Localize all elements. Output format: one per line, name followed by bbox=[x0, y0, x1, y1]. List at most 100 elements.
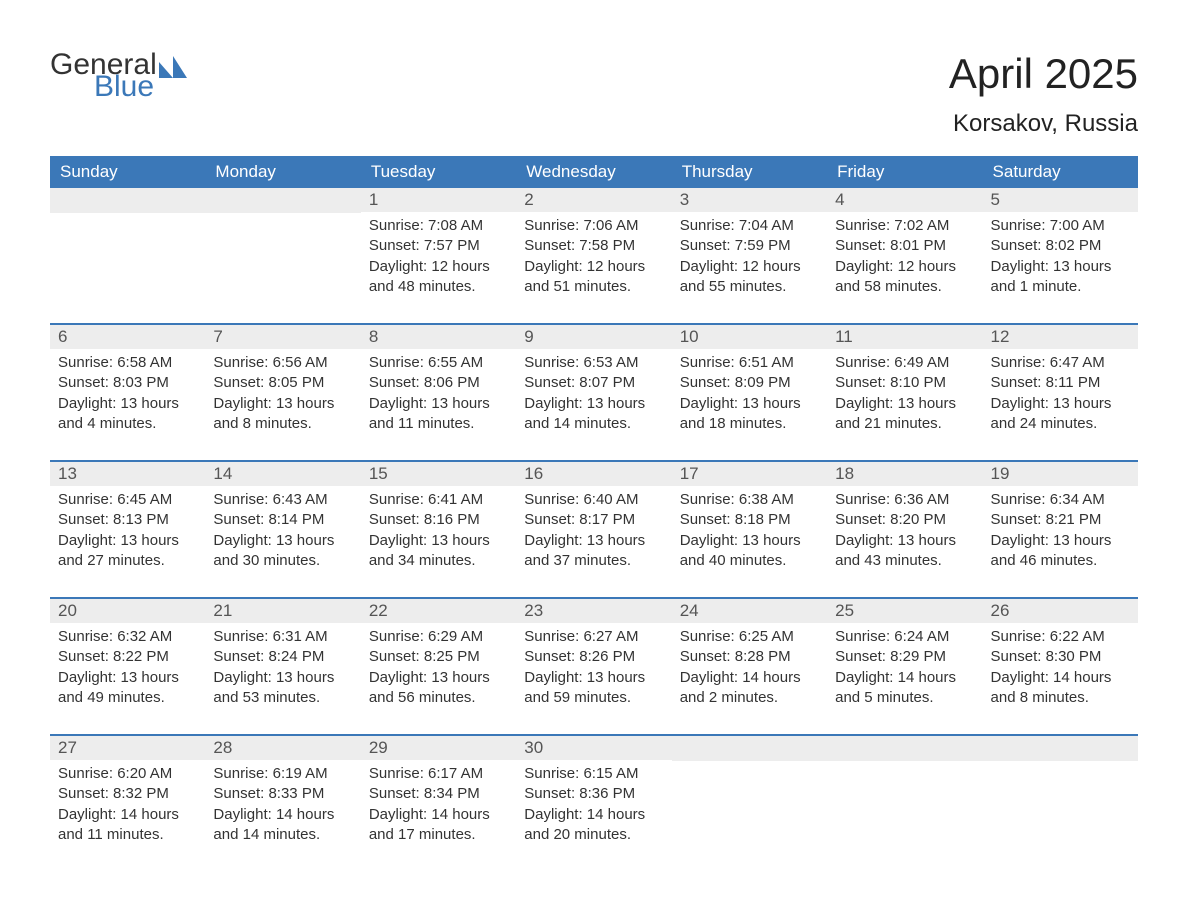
day-number: 5 bbox=[983, 188, 1138, 212]
weekday-header: Thursday bbox=[672, 156, 827, 188]
sunrise-text: Sunrise: 7:00 AM bbox=[991, 216, 1130, 236]
day-number: 1 bbox=[361, 188, 516, 212]
day-body: Sunrise: 6:31 AMSunset: 8:24 PMDaylight:… bbox=[205, 623, 360, 708]
day-cell: 26Sunrise: 6:22 AMSunset: 8:30 PMDayligh… bbox=[983, 598, 1138, 735]
day-cell: 24Sunrise: 6:25 AMSunset: 8:28 PMDayligh… bbox=[672, 598, 827, 735]
daylight-text: Daylight: 12 hours and 48 minutes. bbox=[369, 257, 508, 298]
sunset-text: Sunset: 8:17 PM bbox=[524, 510, 663, 530]
day-body: Sunrise: 6:20 AMSunset: 8:32 PMDaylight:… bbox=[50, 760, 205, 845]
weekday-header: Sunday bbox=[50, 156, 205, 188]
sunrise-text: Sunrise: 6:55 AM bbox=[369, 353, 508, 373]
sunset-text: Sunset: 8:14 PM bbox=[213, 510, 352, 530]
week-row: 20Sunrise: 6:32 AMSunset: 8:22 PMDayligh… bbox=[50, 598, 1138, 735]
day-number: 9 bbox=[516, 325, 671, 349]
title-block: April 2025 Korsakov, Russia bbox=[949, 50, 1138, 138]
logo: General Blue bbox=[50, 50, 187, 102]
sunrise-text: Sunrise: 6:51 AM bbox=[680, 353, 819, 373]
sunset-text: Sunset: 7:58 PM bbox=[524, 236, 663, 256]
week-row: 13Sunrise: 6:45 AMSunset: 8:13 PMDayligh… bbox=[50, 461, 1138, 598]
day-cell: 23Sunrise: 6:27 AMSunset: 8:26 PMDayligh… bbox=[516, 598, 671, 735]
day-cell bbox=[205, 188, 360, 324]
sunrise-text: Sunrise: 6:17 AM bbox=[369, 764, 508, 784]
sunrise-text: Sunrise: 6:25 AM bbox=[680, 627, 819, 647]
daylight-text: Daylight: 13 hours and 4 minutes. bbox=[58, 394, 197, 435]
sunrise-text: Sunrise: 6:45 AM bbox=[58, 490, 197, 510]
daylight-text: Daylight: 13 hours and 21 minutes. bbox=[835, 394, 974, 435]
sunrise-text: Sunrise: 6:36 AM bbox=[835, 490, 974, 510]
day-body: Sunrise: 7:00 AMSunset: 8:02 PMDaylight:… bbox=[983, 212, 1138, 297]
day-cell bbox=[672, 735, 827, 871]
sunrise-text: Sunrise: 6:41 AM bbox=[369, 490, 508, 510]
sunrise-text: Sunrise: 6:53 AM bbox=[524, 353, 663, 373]
daylight-text: Daylight: 13 hours and 56 minutes. bbox=[369, 668, 508, 709]
sunrise-text: Sunrise: 7:08 AM bbox=[369, 216, 508, 236]
day-body: Sunrise: 6:22 AMSunset: 8:30 PMDaylight:… bbox=[983, 623, 1138, 708]
sunset-text: Sunset: 8:33 PM bbox=[213, 784, 352, 804]
day-number: 14 bbox=[205, 462, 360, 486]
month-title: April 2025 bbox=[949, 50, 1138, 98]
day-body: Sunrise: 7:08 AMSunset: 7:57 PMDaylight:… bbox=[361, 212, 516, 297]
sunset-text: Sunset: 8:36 PM bbox=[524, 784, 663, 804]
day-body: Sunrise: 6:36 AMSunset: 8:20 PMDaylight:… bbox=[827, 486, 982, 571]
day-cell: 14Sunrise: 6:43 AMSunset: 8:14 PMDayligh… bbox=[205, 461, 360, 598]
day-body: Sunrise: 6:29 AMSunset: 8:25 PMDaylight:… bbox=[361, 623, 516, 708]
day-body: Sunrise: 6:56 AMSunset: 8:05 PMDaylight:… bbox=[205, 349, 360, 434]
sunrise-text: Sunrise: 6:34 AM bbox=[991, 490, 1130, 510]
day-number: 30 bbox=[516, 736, 671, 760]
empty-day-num bbox=[827, 736, 982, 761]
sunset-text: Sunset: 8:10 PM bbox=[835, 373, 974, 393]
day-cell: 6Sunrise: 6:58 AMSunset: 8:03 PMDaylight… bbox=[50, 324, 205, 461]
sunset-text: Sunset: 8:20 PM bbox=[835, 510, 974, 530]
sunrise-text: Sunrise: 7:04 AM bbox=[680, 216, 819, 236]
day-number: 29 bbox=[361, 736, 516, 760]
day-body: Sunrise: 6:47 AMSunset: 8:11 PMDaylight:… bbox=[983, 349, 1138, 434]
day-body: Sunrise: 6:34 AMSunset: 8:21 PMDaylight:… bbox=[983, 486, 1138, 571]
day-body: Sunrise: 6:41 AMSunset: 8:16 PMDaylight:… bbox=[361, 486, 516, 571]
sunset-text: Sunset: 8:22 PM bbox=[58, 647, 197, 667]
sunrise-text: Sunrise: 6:32 AM bbox=[58, 627, 197, 647]
sunrise-text: Sunrise: 6:22 AM bbox=[991, 627, 1130, 647]
day-body: Sunrise: 6:49 AMSunset: 8:10 PMDaylight:… bbox=[827, 349, 982, 434]
day-body: Sunrise: 6:27 AMSunset: 8:26 PMDaylight:… bbox=[516, 623, 671, 708]
empty-day-num bbox=[672, 736, 827, 761]
logo-blue: Blue bbox=[94, 72, 187, 102]
day-number: 7 bbox=[205, 325, 360, 349]
day-cell: 11Sunrise: 6:49 AMSunset: 8:10 PMDayligh… bbox=[827, 324, 982, 461]
daylight-text: Daylight: 14 hours and 11 minutes. bbox=[58, 805, 197, 846]
day-body: Sunrise: 6:19 AMSunset: 8:33 PMDaylight:… bbox=[205, 760, 360, 845]
sunrise-text: Sunrise: 6:49 AM bbox=[835, 353, 974, 373]
sunset-text: Sunset: 8:25 PM bbox=[369, 647, 508, 667]
day-body: Sunrise: 6:15 AMSunset: 8:36 PMDaylight:… bbox=[516, 760, 671, 845]
sunrise-text: Sunrise: 6:19 AM bbox=[213, 764, 352, 784]
sunset-text: Sunset: 8:16 PM bbox=[369, 510, 508, 530]
sunrise-text: Sunrise: 6:47 AM bbox=[991, 353, 1130, 373]
day-cell: 25Sunrise: 6:24 AMSunset: 8:29 PMDayligh… bbox=[827, 598, 982, 735]
day-cell: 4Sunrise: 7:02 AMSunset: 8:01 PMDaylight… bbox=[827, 188, 982, 324]
empty-day-num bbox=[205, 188, 360, 213]
daylight-text: Daylight: 13 hours and 43 minutes. bbox=[835, 531, 974, 572]
day-number: 19 bbox=[983, 462, 1138, 486]
sunset-text: Sunset: 8:24 PM bbox=[213, 647, 352, 667]
day-number: 23 bbox=[516, 599, 671, 623]
day-cell: 21Sunrise: 6:31 AMSunset: 8:24 PMDayligh… bbox=[205, 598, 360, 735]
sunrise-text: Sunrise: 6:27 AM bbox=[524, 627, 663, 647]
weekday-header: Friday bbox=[827, 156, 982, 188]
sunrise-text: Sunrise: 6:29 AM bbox=[369, 627, 508, 647]
day-cell bbox=[50, 188, 205, 324]
day-cell: 20Sunrise: 6:32 AMSunset: 8:22 PMDayligh… bbox=[50, 598, 205, 735]
weekday-header: Saturday bbox=[983, 156, 1138, 188]
daylight-text: Daylight: 12 hours and 58 minutes. bbox=[835, 257, 974, 298]
day-number: 15 bbox=[361, 462, 516, 486]
day-number: 22 bbox=[361, 599, 516, 623]
day-body: Sunrise: 6:55 AMSunset: 8:06 PMDaylight:… bbox=[361, 349, 516, 434]
weekday-header-row: Sunday Monday Tuesday Wednesday Thursday… bbox=[50, 156, 1138, 188]
daylight-text: Daylight: 14 hours and 17 minutes. bbox=[369, 805, 508, 846]
sunset-text: Sunset: 8:32 PM bbox=[58, 784, 197, 804]
day-body: Sunrise: 7:06 AMSunset: 7:58 PMDaylight:… bbox=[516, 212, 671, 297]
daylight-text: Daylight: 13 hours and 24 minutes. bbox=[991, 394, 1130, 435]
sunset-text: Sunset: 8:29 PM bbox=[835, 647, 974, 667]
sunrise-text: Sunrise: 6:24 AM bbox=[835, 627, 974, 647]
sunset-text: Sunset: 8:18 PM bbox=[680, 510, 819, 530]
daylight-text: Daylight: 14 hours and 14 minutes. bbox=[213, 805, 352, 846]
daylight-text: Daylight: 14 hours and 2 minutes. bbox=[680, 668, 819, 709]
